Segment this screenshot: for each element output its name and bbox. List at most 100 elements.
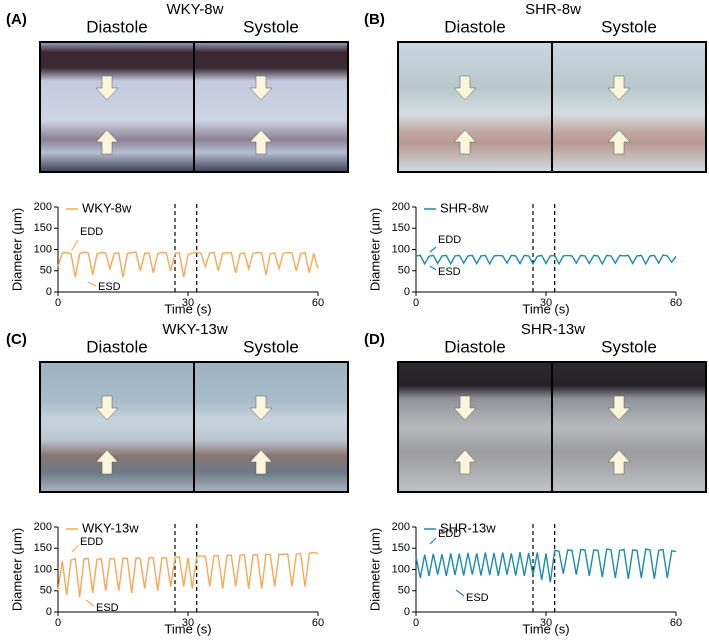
legend-label: SHR-13w (440, 520, 496, 535)
x-tick-label: 60 (670, 297, 682, 309)
y-axis-label: Diameter (µm) (9, 528, 24, 611)
annotation-arrow (429, 246, 437, 253)
x-axis-label: Time (s) (164, 621, 211, 636)
y-tick-label: 200 (34, 521, 52, 533)
annotation: ESD (98, 281, 121, 293)
y-tick-label: 100 (392, 563, 410, 575)
x-axis-label: Time (s) (522, 621, 569, 636)
panel-title: WKY-13w (162, 321, 227, 338)
data-line (415, 548, 677, 583)
x-tick-label: 30 (182, 617, 194, 629)
down-arrow (607, 75, 631, 101)
legend-label: WKY-13w (82, 520, 139, 535)
x-tick-label: 0 (55, 297, 61, 309)
y-tick-label: 150 (34, 222, 52, 234)
image-label: Diastole (444, 337, 505, 356)
y-tick-label: 150 (34, 542, 52, 554)
legend-label: SHR-8w (440, 200, 489, 215)
up-arrow (453, 449, 477, 475)
panel-label: (A) (6, 11, 27, 28)
y-axis-label: Diameter (µm) (367, 528, 382, 611)
up-arrow (249, 449, 273, 475)
data-line (57, 251, 319, 278)
down-arrow (249, 75, 273, 101)
x-tick-label: 60 (312, 297, 324, 309)
data-line (57, 551, 319, 598)
annotation: ESD (466, 592, 489, 604)
down-arrow (95, 395, 119, 421)
panel-label: (C) (6, 331, 27, 348)
annotation-arrow (85, 599, 95, 607)
y-tick-label: 0 (46, 606, 52, 618)
micrograph (39, 41, 195, 173)
x-axis-label: Time (s) (522, 301, 569, 316)
annotation-arrow (429, 537, 437, 545)
image-label: Systole (601, 17, 657, 36)
y-tick-label: 50 (398, 265, 410, 277)
y-tick-label: 50 (398, 585, 410, 597)
micrograph (39, 361, 195, 493)
x-tick-label: 0 (413, 297, 419, 309)
y-tick-label: 200 (392, 201, 410, 213)
panel-label: (B) (364, 11, 385, 28)
micrograph (193, 41, 349, 173)
panel-label: (D) (364, 331, 385, 348)
y-tick-label: 50 (40, 585, 52, 597)
x-tick-label: 30 (182, 297, 194, 309)
annotation: ESD (438, 266, 461, 278)
y-tick-label: 0 (46, 286, 52, 298)
image-label: Systole (243, 337, 299, 356)
y-tick-label: 100 (34, 563, 52, 575)
panel-title: SHR-8w (525, 1, 581, 18)
down-arrow (607, 395, 631, 421)
panel-title: WKY-8w (167, 1, 224, 18)
image-label: Diastole (86, 337, 147, 356)
down-arrow (95, 75, 119, 101)
up-arrow (249, 129, 273, 155)
annotation-arrow (71, 239, 79, 251)
annotation: EDD (438, 528, 461, 540)
legend-label: WKY-8w (82, 200, 132, 215)
micrograph (193, 361, 349, 493)
annotation: EDD (80, 226, 103, 238)
micrograph (397, 361, 553, 493)
annotation-arrow (87, 281, 97, 287)
y-tick-label: 150 (392, 222, 410, 234)
annotation: EDD (438, 234, 461, 246)
x-axis-label: Time (s) (164, 301, 211, 316)
y-axis-label: Diameter (µm) (367, 208, 382, 291)
x-tick-label: 60 (670, 617, 682, 629)
y-tick-label: 150 (392, 542, 410, 554)
micrograph (551, 41, 707, 173)
annotation-arrow (455, 589, 465, 597)
annotation: ESD (96, 602, 119, 614)
y-tick-label: 100 (34, 243, 52, 255)
image-label: Systole (601, 337, 657, 356)
x-tick-label: 0 (55, 617, 61, 629)
down-arrow (453, 395, 477, 421)
micrograph (551, 361, 707, 493)
x-tick-label: 0 (413, 617, 419, 629)
image-label: Systole (243, 17, 299, 36)
y-tick-label: 200 (34, 201, 52, 213)
y-tick-label: 0 (404, 286, 410, 298)
y-tick-label: 0 (404, 606, 410, 618)
panel-title: SHR-13w (521, 321, 585, 338)
x-tick-label: 60 (312, 617, 324, 629)
up-arrow (607, 129, 631, 155)
y-tick-label: 100 (392, 243, 410, 255)
annotation-arrow (71, 545, 79, 553)
image-label: Diastole (86, 17, 147, 36)
up-arrow (95, 129, 119, 155)
y-tick-label: 200 (392, 521, 410, 533)
down-arrow (453, 75, 477, 101)
annotation: EDD (80, 536, 103, 548)
up-arrow (607, 449, 631, 475)
image-label: Diastole (444, 17, 505, 36)
up-arrow (453, 129, 477, 155)
x-tick-label: 30 (540, 297, 552, 309)
x-tick-label: 30 (540, 617, 552, 629)
micrograph (397, 41, 553, 173)
up-arrow (95, 449, 119, 475)
